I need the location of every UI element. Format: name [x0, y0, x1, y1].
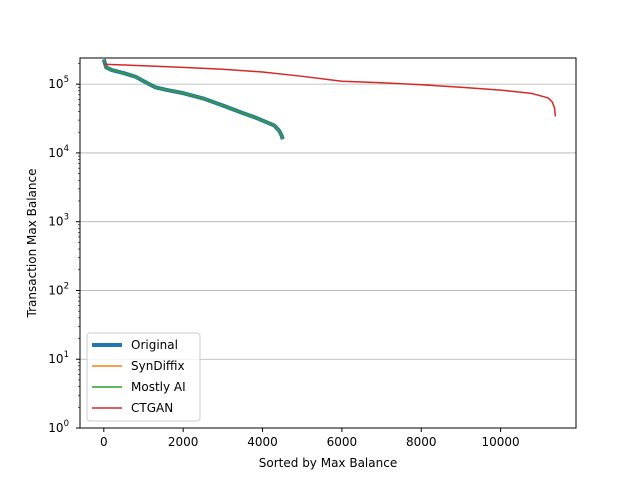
- series-line-mostly-ai: [103, 59, 284, 140]
- x-tick-label: 8000: [406, 435, 437, 449]
- y-tick-label: 103: [48, 213, 69, 229]
- legend-label: SynDiffix: [131, 359, 185, 373]
- legend-label: Original: [131, 338, 178, 352]
- x-tick-label: 10000: [482, 435, 520, 449]
- series-line-ctgan: [103, 63, 557, 117]
- y-tick-label: 105: [48, 75, 69, 91]
- x-axis: 0 2000 4000 6000 8000 10000: [100, 428, 520, 449]
- x-axis-label: Sorted by Max Balance: [259, 456, 397, 470]
- y-tick-label: 102: [48, 281, 69, 297]
- x-tick-label: 4000: [247, 435, 278, 449]
- y-tick-label: 101: [48, 350, 69, 366]
- y-axis-label: Transaction Max Balance: [25, 169, 39, 319]
- plot-frame: [79, 57, 577, 429]
- series-layer: [101, 58, 557, 140]
- legend: Original SynDiffix Mostly AI CTGAN: [86, 332, 201, 422]
- y-tick-label: 100: [48, 419, 69, 435]
- y-axis: 100 101 102 103 104 105: [48, 63, 80, 435]
- legend-label: CTGAN: [131, 401, 173, 415]
- legend-box: [86, 332, 201, 422]
- x-tick-label: 0: [100, 435, 108, 449]
- legend-label: Mostly AI: [131, 380, 186, 394]
- x-tick-label: 2000: [168, 435, 199, 449]
- y-tick-label: 104: [48, 144, 69, 160]
- x-tick-label: 6000: [327, 435, 358, 449]
